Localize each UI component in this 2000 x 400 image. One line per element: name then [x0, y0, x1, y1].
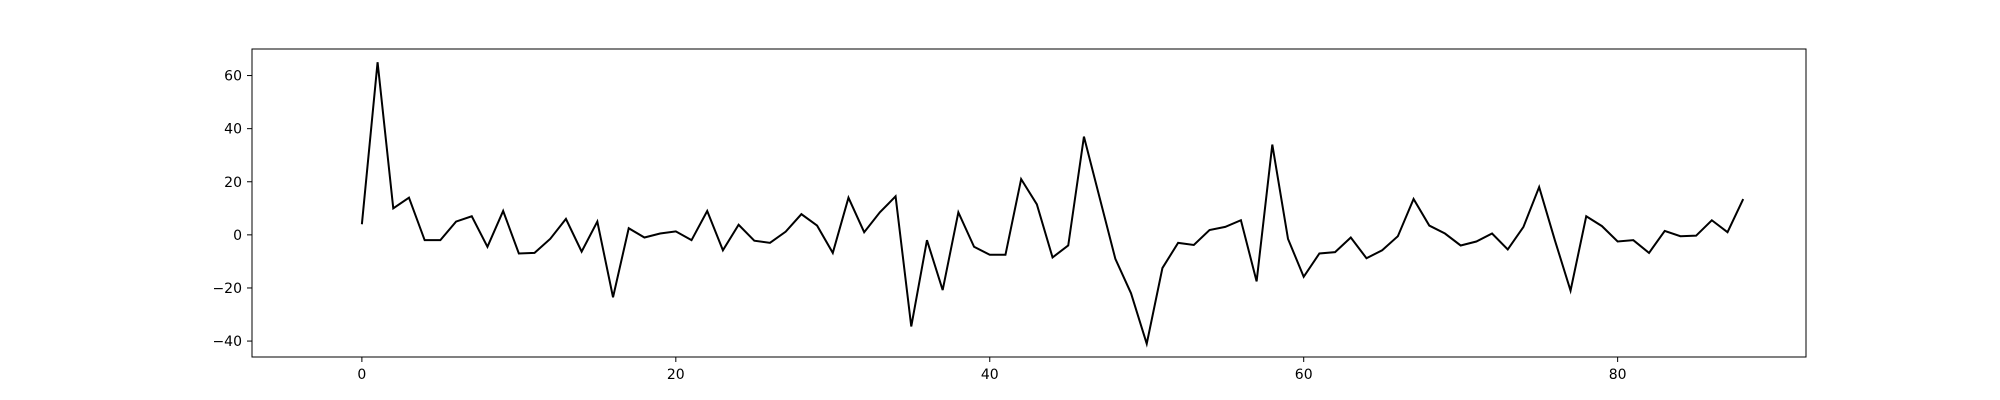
x-tick-label: 60 [1295, 367, 1313, 383]
y-tick-label: −40 [212, 334, 242, 350]
y-tick-label: −20 [212, 281, 242, 297]
x-tick-label: 0 [357, 367, 366, 383]
y-axis: −40 −20 0 20 40 60 [212, 69, 252, 350]
y-tick-label: 0 [233, 228, 242, 244]
x-tick-label: 20 [667, 367, 685, 383]
y-tick-label: 60 [224, 69, 242, 85]
y-tick-label: 20 [224, 175, 242, 191]
x-axis: 0 20 40 60 80 [357, 357, 1627, 383]
plot-area-frame [251, 48, 1807, 358]
y-tick-label: 40 [224, 122, 242, 138]
series-line [360, 62, 1745, 348]
series-group [360, 62, 1745, 348]
x-tick-label: 80 [1609, 367, 1627, 383]
x-tick-label: 40 [981, 367, 999, 383]
